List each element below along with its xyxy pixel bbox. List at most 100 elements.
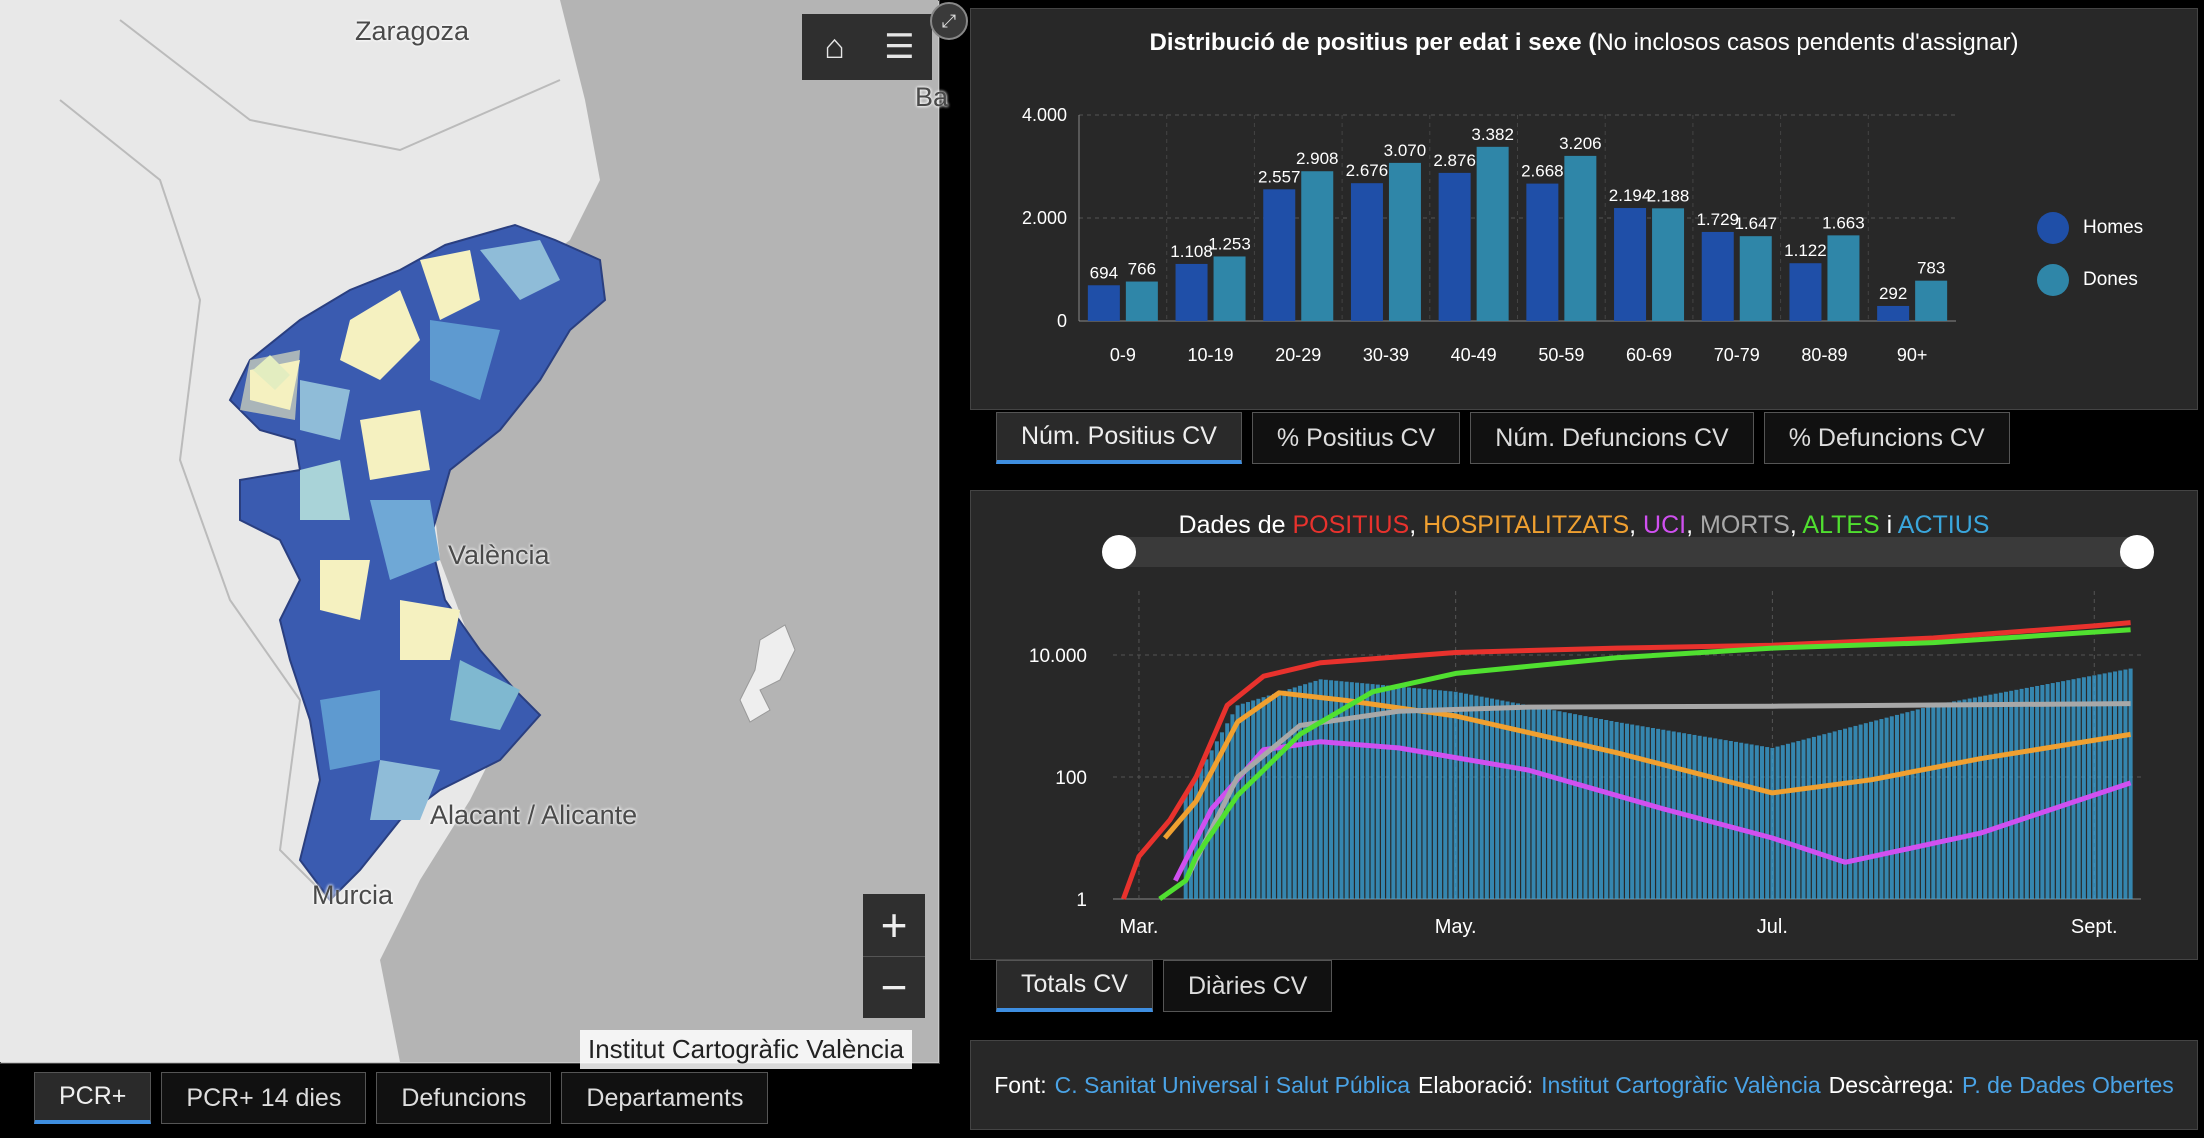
zoom-out-button[interactable]: − (880, 961, 908, 1013)
title-part-2: , (1409, 511, 1424, 539)
tab-defuncions[interactable]: Defuncions (376, 1072, 552, 1124)
bar-dones (1213, 256, 1246, 321)
title-part-6: , (1686, 511, 1701, 539)
actius-bar (1915, 709, 1920, 899)
actius-bar (1801, 739, 1806, 899)
actius-bar (1308, 682, 1313, 899)
actius-bar (1183, 795, 1188, 899)
actius-bar (1287, 689, 1292, 899)
actius-bar (1900, 713, 1905, 899)
actius-bar (2081, 677, 2086, 899)
city-label-partial: Ba (915, 82, 949, 112)
tab-num-defuncions[interactable]: Núm. Defuncions CV (1470, 412, 1754, 464)
actius-bar (2024, 687, 2029, 899)
footer-elab-link[interactable]: Institut Cartogràfic València (1541, 1071, 1821, 1098)
actius-bar (1334, 680, 1339, 899)
actius-bar (1879, 719, 1884, 899)
zoom-in-button[interactable]: + (863, 894, 925, 957)
actius-bar (1630, 724, 1635, 899)
bar-dones (1915, 280, 1948, 321)
legend-homes-label: Homes (2083, 217, 2144, 238)
actius-bar (1375, 684, 1380, 899)
footer-font-link[interactable]: C. Sanitat Universal i Salut Pública (1054, 1071, 1411, 1098)
actius-bar (1676, 732, 1681, 899)
actius-bar (1469, 694, 1474, 899)
actius-bar (1391, 686, 1396, 899)
actius-bar (1552, 710, 1557, 899)
legend-dones[interactable]: Dones (2037, 264, 2138, 296)
actius-bar (1931, 705, 1936, 899)
legend-homes[interactable]: Homes (2037, 212, 2143, 244)
actius-bar (2045, 684, 2050, 899)
bar-value-label: 694 (1090, 263, 1118, 282)
actius-bar (1661, 729, 1666, 899)
actius-bar (1495, 699, 1500, 899)
tab-pcr-14-dies[interactable]: PCR+ 14 dies (161, 1072, 367, 1124)
bar-value-label: 2.557 (1258, 167, 1301, 186)
actius-bar (1188, 786, 1193, 899)
actius-bar (1505, 701, 1510, 899)
actius-bar (1323, 679, 1328, 899)
island-ibiza (739, 624, 796, 723)
actius-bar (1515, 703, 1520, 899)
actius-bar (1567, 713, 1572, 899)
tab-num-positius[interactable]: Núm. Positius CV (996, 412, 1242, 464)
actius-bar (1526, 705, 1531, 899)
actius-bar (1479, 696, 1484, 899)
bar-dones (1301, 171, 1334, 321)
actius-bar (1671, 731, 1676, 899)
bar-homes (1789, 263, 1822, 321)
tab-pcr[interactable]: PCR+ (34, 1072, 152, 1124)
bar-value-label: 2.676 (1346, 161, 1389, 180)
bar-value-label: 2.876 (1433, 151, 1476, 170)
actius-bar (1822, 734, 1827, 899)
actius-bar (1365, 683, 1370, 899)
tab-pct-positius[interactable]: % Positius CV (1251, 412, 1461, 464)
x-tick-label: Mar. (1120, 916, 1159, 938)
actius-bar (1432, 689, 1437, 899)
actius-bar (1604, 719, 1609, 899)
actius-bar (2009, 690, 2014, 899)
tab-diaries[interactable]: Diàries CV (1162, 960, 1333, 1012)
y-tick-label: 1 (1076, 890, 1087, 911)
bar-value-label: 1.253 (1208, 234, 1251, 253)
actius-bar (1303, 684, 1308, 899)
map-canvas (0, 0, 938, 1062)
actius-bar (2004, 691, 2009, 899)
range-slider-handle-right (2120, 535, 2154, 569)
tab-totals[interactable]: Totals CV (996, 960, 1153, 1012)
actius-bar (1360, 683, 1365, 899)
actius-bar (1406, 687, 1411, 899)
y-tick-label: 100 (1055, 768, 1087, 789)
actius-bar (1401, 686, 1406, 899)
actius-bar (1422, 688, 1427, 899)
actius-bar (1874, 720, 1879, 899)
actius-bar (2050, 683, 2055, 899)
actius-bar (1474, 695, 1479, 899)
actius-bar (1484, 697, 1489, 899)
actius-bar (1884, 717, 1889, 899)
tab-departaments[interactable]: Departaments (561, 1072, 769, 1124)
x-tick-label: 30-39 (1363, 345, 1409, 365)
home-icon[interactable]: ⌂ (824, 27, 845, 66)
bar-value-label: 1.122 (1784, 241, 1827, 260)
tab-pct-defuncions[interactable]: % Defuncions CV (1763, 412, 2010, 464)
bar-value-label: 3.382 (1471, 125, 1514, 144)
actius-bar (2107, 672, 2112, 899)
layer-list-icon[interactable]: ☰ (884, 28, 915, 66)
actius-bar (1464, 693, 1469, 899)
actius-bar (1240, 703, 1245, 899)
actius-bar (1521, 704, 1526, 899)
map-view[interactable]: Zaragoza València Alacant / Alicante Mur… (0, 0, 949, 1069)
actius-bar (1998, 692, 2003, 899)
actius-bar (1806, 738, 1811, 899)
actius-bar (1282, 690, 1287, 899)
expand-icon[interactable]: ⤢ (930, 2, 968, 40)
bar-homes (1263, 189, 1296, 321)
valencia-region[interactable] (228, 223, 607, 902)
footer-desc-link[interactable]: P. de Dades Obertes (1961, 1071, 2174, 1098)
bar-value-label: 3.206 (1559, 134, 1602, 153)
actius-bar (1266, 695, 1271, 899)
age-chart-title-rest: No inclosos casos pendents d'assignar) (1596, 29, 2019, 56)
actius-bar (1593, 718, 1598, 899)
